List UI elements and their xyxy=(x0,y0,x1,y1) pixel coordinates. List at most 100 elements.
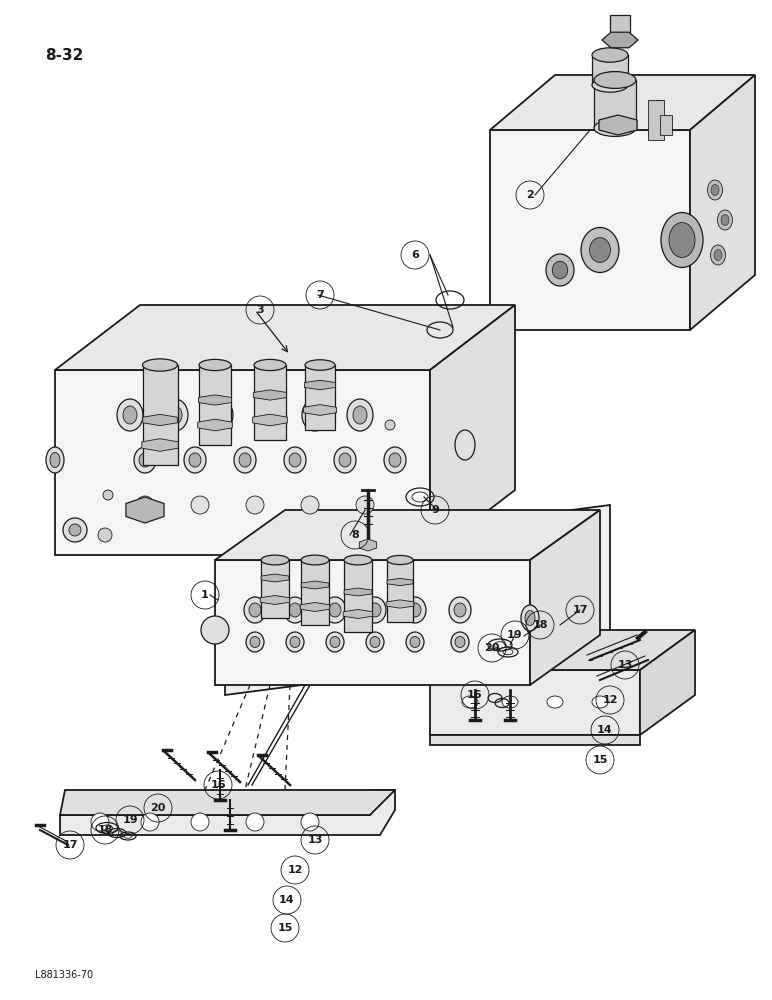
Ellipse shape xyxy=(289,603,301,617)
Ellipse shape xyxy=(329,603,341,617)
Polygon shape xyxy=(430,305,515,555)
Ellipse shape xyxy=(669,223,695,257)
Ellipse shape xyxy=(711,184,719,196)
Ellipse shape xyxy=(581,228,619,272)
Text: 15: 15 xyxy=(592,755,608,765)
Text: 13: 13 xyxy=(307,835,323,845)
Ellipse shape xyxy=(356,496,374,514)
Polygon shape xyxy=(215,510,600,560)
Polygon shape xyxy=(60,790,395,815)
Text: 13: 13 xyxy=(618,660,633,670)
Text: 7: 7 xyxy=(316,290,324,300)
Ellipse shape xyxy=(353,406,367,424)
Ellipse shape xyxy=(290,637,300,648)
Ellipse shape xyxy=(234,447,256,473)
Ellipse shape xyxy=(590,238,611,262)
Ellipse shape xyxy=(409,603,421,617)
Ellipse shape xyxy=(339,453,351,467)
Ellipse shape xyxy=(721,215,729,226)
Circle shape xyxy=(301,813,319,831)
Ellipse shape xyxy=(552,261,567,279)
Ellipse shape xyxy=(502,696,518,708)
Ellipse shape xyxy=(117,399,143,431)
Ellipse shape xyxy=(404,597,426,623)
Polygon shape xyxy=(303,405,337,415)
Polygon shape xyxy=(640,630,695,735)
Ellipse shape xyxy=(594,120,636,136)
Ellipse shape xyxy=(714,249,722,260)
Polygon shape xyxy=(300,603,330,611)
Ellipse shape xyxy=(244,597,266,623)
Ellipse shape xyxy=(364,597,386,623)
Ellipse shape xyxy=(546,254,574,286)
Polygon shape xyxy=(602,32,638,48)
Bar xyxy=(660,115,672,135)
Circle shape xyxy=(98,528,112,542)
Circle shape xyxy=(91,813,109,831)
Circle shape xyxy=(141,813,159,831)
Ellipse shape xyxy=(521,605,539,631)
Polygon shape xyxy=(344,588,372,596)
Ellipse shape xyxy=(592,696,608,708)
Ellipse shape xyxy=(284,597,306,623)
Ellipse shape xyxy=(661,213,703,267)
Polygon shape xyxy=(301,581,329,589)
Text: 20: 20 xyxy=(484,643,499,653)
Bar xyxy=(592,55,628,85)
Polygon shape xyxy=(304,380,336,390)
Ellipse shape xyxy=(347,399,373,431)
Ellipse shape xyxy=(406,632,424,652)
Ellipse shape xyxy=(162,399,188,431)
Ellipse shape xyxy=(366,632,384,652)
Ellipse shape xyxy=(389,453,401,467)
Polygon shape xyxy=(253,390,286,400)
Ellipse shape xyxy=(301,555,329,565)
Text: 14: 14 xyxy=(598,725,613,735)
Polygon shape xyxy=(490,75,755,130)
Text: 17: 17 xyxy=(572,605,587,615)
Text: 18: 18 xyxy=(97,825,113,835)
Ellipse shape xyxy=(384,447,406,473)
Ellipse shape xyxy=(707,180,723,200)
Ellipse shape xyxy=(462,696,478,708)
Ellipse shape xyxy=(301,496,319,514)
Ellipse shape xyxy=(143,359,178,371)
Ellipse shape xyxy=(284,447,306,473)
Polygon shape xyxy=(252,414,287,426)
Ellipse shape xyxy=(594,72,636,88)
Text: 16: 16 xyxy=(467,690,482,700)
Polygon shape xyxy=(359,539,377,551)
Text: 15: 15 xyxy=(277,923,293,933)
Bar xyxy=(305,365,335,430)
Ellipse shape xyxy=(136,496,154,514)
Polygon shape xyxy=(126,497,164,523)
Bar xyxy=(199,365,231,445)
Polygon shape xyxy=(55,305,515,370)
Ellipse shape xyxy=(308,406,322,424)
Polygon shape xyxy=(599,115,637,135)
Ellipse shape xyxy=(123,406,137,424)
Circle shape xyxy=(201,616,229,644)
Text: 12: 12 xyxy=(287,865,303,875)
Circle shape xyxy=(69,524,81,536)
Polygon shape xyxy=(386,600,414,608)
Polygon shape xyxy=(430,670,640,735)
Ellipse shape xyxy=(324,597,346,623)
Polygon shape xyxy=(690,75,755,330)
Bar xyxy=(610,15,630,35)
Ellipse shape xyxy=(189,453,201,467)
Polygon shape xyxy=(387,578,413,586)
Polygon shape xyxy=(261,574,289,582)
Text: 19: 19 xyxy=(122,815,138,825)
Ellipse shape xyxy=(370,637,380,648)
Polygon shape xyxy=(198,395,232,405)
Bar xyxy=(387,560,413,622)
Polygon shape xyxy=(215,560,530,685)
Ellipse shape xyxy=(139,453,151,467)
Ellipse shape xyxy=(246,496,264,514)
Text: 8-32: 8-32 xyxy=(45,47,83,62)
Ellipse shape xyxy=(289,453,301,467)
Text: 17: 17 xyxy=(63,840,78,850)
Bar xyxy=(301,560,329,625)
Ellipse shape xyxy=(717,210,733,230)
